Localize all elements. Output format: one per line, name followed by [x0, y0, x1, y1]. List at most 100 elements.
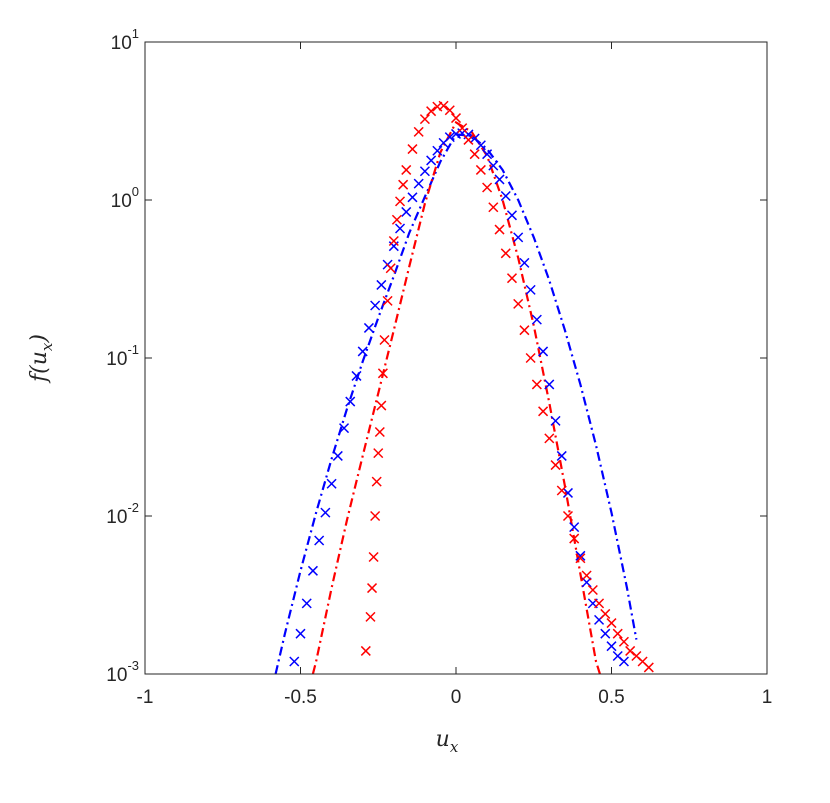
data-point-1-25	[450, 113, 462, 124]
data-point-0-39	[531, 314, 542, 325]
data-point-0-42	[550, 415, 561, 426]
data-point-0-8	[339, 423, 350, 434]
data-point-1-20	[419, 114, 430, 125]
data-point-0-35	[506, 210, 518, 221]
data-point-0-12	[363, 322, 374, 333]
data-point-0-25	[444, 132, 455, 143]
data-point-1-7	[374, 426, 385, 438]
data-point-1-34	[506, 273, 518, 284]
data-point-0-18	[401, 206, 412, 217]
data-point-0-3	[307, 565, 318, 576]
data-point-0-53	[618, 656, 629, 667]
data-point-0-51	[606, 641, 617, 652]
data-point-1-53	[625, 645, 636, 656]
data-point-0-38	[525, 284, 536, 295]
x-axis-label: ux	[436, 727, 459, 756]
data-point-0-37	[519, 257, 530, 268]
data-point-1-38	[531, 379, 542, 390]
data-point-0-6	[326, 478, 337, 489]
data-point-1-11	[382, 295, 393, 306]
fit-curve-1	[311, 120, 602, 674]
data-point-0-20	[413, 178, 424, 189]
data-point-0-9	[345, 396, 356, 407]
data-point-0-40	[538, 346, 549, 357]
data-point-0-50	[600, 628, 611, 639]
data-point-0-11	[357, 346, 368, 357]
data-point-1-47	[587, 584, 598, 596]
data-point-1-50	[606, 618, 617, 629]
data-point-1-16	[398, 179, 409, 190]
data-point-1-15	[394, 196, 406, 207]
data-point-1-1	[365, 611, 376, 622]
data-point-0-22	[426, 155, 437, 166]
data-point-0-2	[301, 598, 312, 609]
data-point-1-18	[407, 144, 418, 155]
data-point-0-23	[432, 145, 443, 156]
data-point-0-5	[320, 507, 331, 518]
data-point-0-10	[351, 370, 362, 381]
y-tick-label: 101	[111, 26, 139, 54]
y-tick-label: 10-3	[106, 658, 139, 686]
data-point-0-13	[370, 300, 381, 311]
data-point-0-34	[500, 190, 511, 202]
data-point-1-40	[544, 433, 555, 444]
data-point-1-41	[550, 460, 561, 471]
data-point-1-42	[556, 485, 567, 496]
data-point-0-1	[295, 628, 306, 639]
data-point-0-33	[494, 174, 505, 185]
data-point-1-30	[482, 182, 493, 193]
x-tick-label: -0.5	[284, 687, 317, 708]
data-point-1-45	[575, 553, 586, 564]
data-point-1-31	[488, 202, 499, 213]
data-point-0-14	[376, 279, 387, 290]
data-point-1-2	[366, 583, 378, 594]
data-point-1-28	[469, 149, 480, 160]
data-point-1-39	[538, 406, 549, 417]
data-point-0-45	[569, 522, 580, 533]
data-point-1-10	[379, 334, 390, 346]
data-point-1-35	[513, 298, 524, 309]
data-point-0-41	[544, 379, 555, 390]
data-point-1-24	[444, 105, 455, 116]
data-point-0-43	[556, 450, 567, 461]
data-point-0-44	[562, 487, 573, 498]
data-point-1-29	[475, 164, 486, 175]
data-point-1-5	[371, 476, 382, 487]
data-point-1-4	[370, 510, 381, 522]
y-tick-label: 10-1	[106, 342, 139, 370]
data-point-1-49	[600, 608, 611, 619]
data-point-1-23	[438, 100, 449, 111]
data-point-1-8	[376, 400, 387, 411]
data-point-1-44	[569, 533, 580, 544]
data-point-0-36	[513, 232, 524, 243]
data-point-0-30	[475, 140, 486, 151]
data-point-0-32	[488, 160, 499, 171]
data-point-1-27	[463, 134, 474, 145]
data-point-1-6	[373, 448, 384, 459]
data-point-1-43	[562, 510, 573, 522]
data-point-1-12	[385, 263, 396, 274]
data-point-1-26	[457, 123, 468, 134]
data-point-0-7	[332, 450, 343, 461]
data-point-1-13	[388, 235, 399, 247]
data-point-0-46	[575, 550, 586, 561]
data-point-0-4	[314, 535, 325, 546]
data-point-1-48	[594, 598, 605, 609]
data-point-1-19	[413, 126, 424, 137]
x-tick-label: 1	[762, 687, 773, 708]
data-point-1-3	[368, 551, 379, 563]
data-point-1-56	[643, 662, 654, 673]
data-point-1-14	[391, 214, 402, 225]
data-point-1-32	[494, 224, 505, 235]
data-point-1-52	[618, 636, 629, 647]
x-tick-label: 0.5	[598, 687, 624, 708]
y-tick-label: 100	[111, 184, 139, 212]
data-point-1-9	[377, 368, 388, 379]
y-tick-label: 10-2	[106, 500, 139, 528]
data-point-1-36	[519, 325, 530, 336]
y-axis-label: f(ux)	[27, 334, 56, 384]
data-point-0-21	[419, 166, 430, 177]
data-point-1-33	[500, 248, 511, 259]
data-point-1-17	[401, 164, 412, 175]
